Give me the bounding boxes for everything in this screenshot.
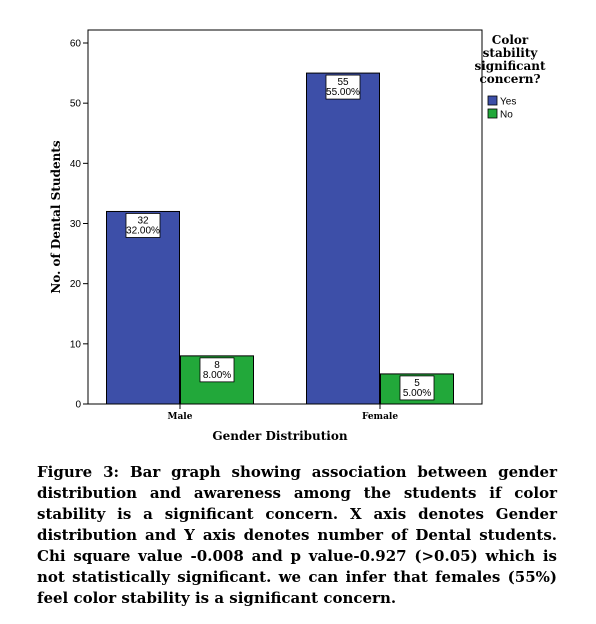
x-axis-label: Gender Distribution	[212, 429, 347, 443]
legend-title: Color	[492, 33, 529, 47]
y-tick-label: 40	[70, 159, 82, 170]
legend-label-no: No	[500, 110, 513, 121]
data-label-box	[399, 375, 435, 401]
data-label: 55.00%	[326, 87, 360, 98]
x-tick-label: Female	[362, 412, 398, 422]
data-label: 32	[137, 215, 149, 226]
bar-yes-male	[106, 210, 180, 405]
figure-caption: Figure 3: Bar graph showing association …	[37, 463, 557, 607]
plot-frame	[87, 29, 483, 405]
y-tick-label: 50	[70, 99, 82, 110]
legend-swatch-no	[487, 108, 498, 119]
data-label: 5.00%	[403, 388, 431, 399]
legend-title: significant	[474, 59, 546, 73]
data-label: 5	[414, 378, 420, 389]
data-label-box	[199, 357, 235, 383]
y-tick-label: 20	[70, 279, 82, 290]
bar-yes-female	[306, 72, 380, 405]
y-tick-label: 10	[70, 339, 82, 350]
y-tick-label: 60	[70, 39, 82, 50]
data-label: 8.00%	[203, 370, 231, 381]
data-label-box	[325, 74, 361, 100]
y-axis-label: No. of Dental Students	[49, 140, 63, 294]
data-label: 8	[214, 360, 220, 371]
data-label: 32.00%	[126, 225, 160, 236]
x-tick-label: Male	[168, 412, 193, 422]
legend-label-yes: Yes	[500, 97, 516, 108]
data-label-box	[125, 213, 161, 238]
legend-title: stability	[483, 46, 539, 60]
y-tick-label: 30	[70, 219, 82, 230]
legend-swatch-yes	[487, 95, 498, 106]
data-label: 55	[337, 77, 349, 88]
bar-chart: 0 10 20 30 40 50 60 No. of Dental Students Male 3…	[49, 29, 546, 443]
legend-title: concern?	[479, 72, 540, 86]
y-tick-label: 0	[75, 400, 81, 411]
